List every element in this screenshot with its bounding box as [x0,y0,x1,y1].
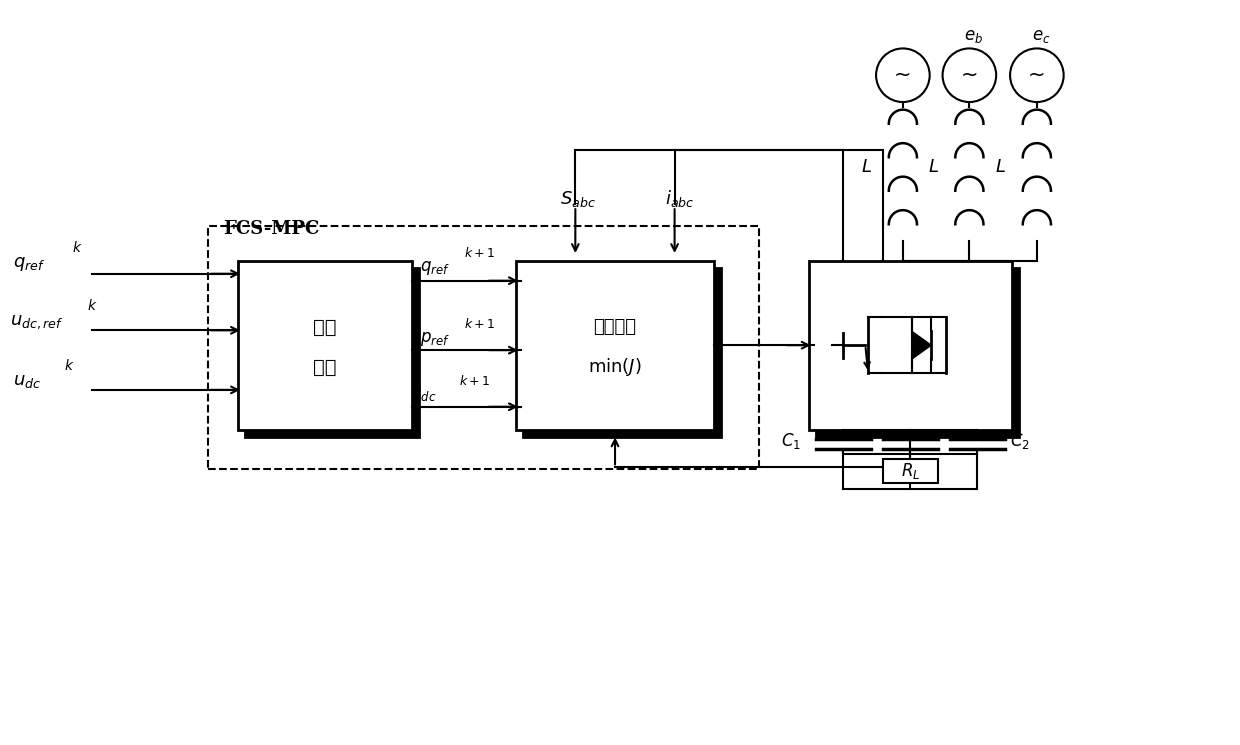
Text: $u_{dc,ref}$: $u_{dc,ref}$ [10,314,63,332]
Text: $k+1$: $k+1$ [464,246,496,260]
Bar [238,261,412,430]
Bar [208,226,759,469]
Bar [523,267,722,437]
Text: $q_{ref}$: $q_{ref}$ [12,255,45,273]
Text: $C_2$: $C_2$ [1011,431,1030,451]
Text: 设计: 设计 [312,358,336,376]
Polygon shape [911,332,931,359]
Text: $S_{abc}$: $S_{abc}$ [560,189,596,209]
Circle shape [1011,48,1064,102]
Text: $L$: $L$ [862,157,872,176]
Text: ~: ~ [961,66,978,85]
Text: $C_1$: $C_1$ [781,431,801,451]
Bar [808,261,1012,430]
Bar [244,267,419,437]
Text: $k+1$: $k+1$ [459,374,491,388]
Text: $k$: $k$ [64,358,74,373]
Text: $u_{dc}$: $u_{dc}$ [12,372,41,390]
Text: $R_L$: $R_L$ [900,461,920,481]
Text: 给定: 给定 [312,318,336,337]
Circle shape [942,48,996,102]
Bar [816,267,1019,437]
Bar [883,460,939,484]
Bar [516,261,714,430]
Text: $\mathrm{min}(J)$: $\mathrm{min}(J)$ [588,356,642,378]
Text: $e_b$: $e_b$ [965,28,983,45]
Text: $e_c$: $e_c$ [1032,28,1050,45]
Text: ~: ~ [894,66,911,85]
Text: $q_{ref}$: $q_{ref}$ [419,259,450,276]
Text: $k$: $k$ [87,299,98,314]
Text: FCS-MPC: FCS-MPC [223,220,320,238]
Text: 价值函数: 价值函数 [594,318,636,336]
Text: ~: ~ [1028,66,1045,85]
Text: $k+1$: $k+1$ [464,317,496,332]
Text: $p_{ref}$: $p_{ref}$ [419,330,450,348]
Text: $k$: $k$ [72,240,83,255]
Text: $i_{abc}$: $i_{abc}$ [665,188,694,209]
Text: $L$: $L$ [928,157,939,176]
Text: $\tilde{u}_{dc}$: $\tilde{u}_{dc}$ [409,382,436,404]
Text: $L$: $L$ [996,157,1006,176]
Circle shape [877,48,930,102]
